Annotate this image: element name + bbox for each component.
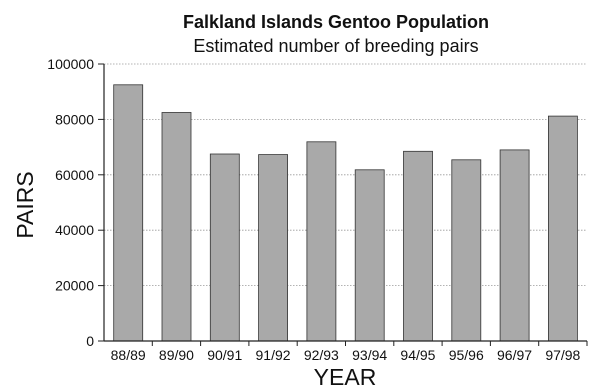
bar bbox=[548, 116, 577, 341]
chart-title: Falkland Islands Gentoo Population bbox=[183, 12, 489, 32]
bar bbox=[162, 113, 191, 342]
y-tick-label: 60000 bbox=[55, 167, 94, 183]
y-tick-label: 0 bbox=[86, 333, 94, 349]
x-axis-title: YEAR bbox=[314, 364, 377, 388]
x-tick-label: 97/98 bbox=[545, 347, 580, 363]
bar bbox=[307, 142, 336, 341]
x-tick-label: 92/93 bbox=[304, 347, 339, 363]
x-tick-label: 96/97 bbox=[497, 347, 532, 363]
bar bbox=[500, 150, 529, 341]
x-tick-label: 90/91 bbox=[207, 347, 242, 363]
x-tick-label: 93/94 bbox=[352, 347, 387, 363]
y-tick-label: 80000 bbox=[55, 111, 94, 127]
x-tick-label: 91/92 bbox=[256, 347, 291, 363]
bar bbox=[404, 151, 433, 341]
x-tick-labels: 88/89 89/90 90/91 91/92 92/93 93/94 94/95 95/96… bbox=[111, 347, 581, 363]
y-tick-labels: 0 20000 40000 60000 80000 100000 bbox=[47, 56, 94, 349]
bar bbox=[355, 170, 384, 341]
y-tick-label: 20000 bbox=[55, 278, 94, 294]
bar bbox=[114, 85, 143, 341]
y-tick-label: 40000 bbox=[55, 222, 94, 238]
x-tick-label: 95/96 bbox=[449, 347, 484, 363]
bar bbox=[210, 154, 239, 341]
bar bbox=[452, 160, 481, 341]
x-tick-label: 88/89 bbox=[111, 347, 146, 363]
bars bbox=[114, 85, 578, 341]
chart-subtitle: Estimated number of breeding pairs bbox=[193, 36, 478, 56]
bar bbox=[259, 155, 288, 341]
x-tick-label: 94/95 bbox=[400, 347, 435, 363]
y-axis-title: PAIRS bbox=[12, 171, 38, 238]
x-tick-label: 89/90 bbox=[159, 347, 194, 363]
y-tick-label: 100000 bbox=[47, 56, 94, 72]
